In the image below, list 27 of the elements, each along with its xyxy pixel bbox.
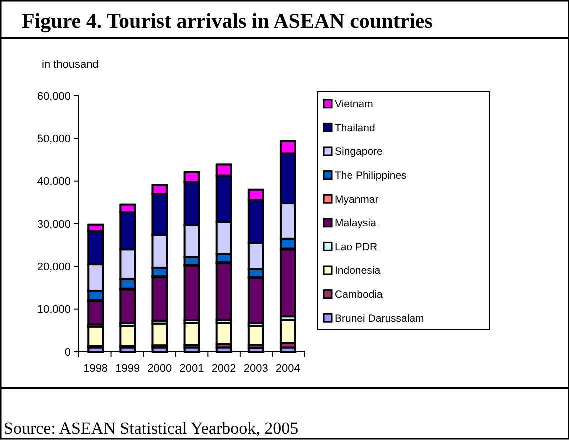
y-tick-label: 20,000 [37,262,71,274]
legend-label: Brunei Darussalam [335,312,425,325]
y-tick-label: 50,000 [37,134,71,146]
chart-title: Figure 4. Tourist arrivals in ASEAN countries [22,9,433,33]
legend-label: Vietnam [335,98,374,111]
legend-label: Singapore [335,146,384,158]
legend-label: Indonesia [335,265,381,278]
x-tick-label: 1999 [116,363,140,375]
legend-label: Thailand [335,122,376,134]
y-tick-label: 0 [64,346,71,359]
source-note: Source: ASEAN Statistical Yearbook, 2005 [4,419,299,438]
legend-label: Cambodia [335,288,384,301]
y-tick-label: 60,000 [37,90,71,103]
legend-label: Myanmar [335,194,380,206]
y-tick-label: 10,000 [37,304,71,316]
legend-label: The Philippines [335,170,407,182]
x-tick-label: 2004 [276,363,300,375]
legend-label: Malaysia [335,218,377,230]
x-tick-label: 1998 [84,363,108,375]
y-tick-label: 30,000 [37,218,71,231]
legend-label: Lao PDR [335,241,378,254]
x-tick-label: 2003 [244,363,268,375]
y-tick-label: 40,000 [37,176,71,188]
x-tick-label: 2000 [148,363,172,375]
y-axis-title: in thousand [42,59,99,71]
x-tick-label: 2001 [180,363,204,375]
x-tick-label: 2002 [212,363,236,375]
